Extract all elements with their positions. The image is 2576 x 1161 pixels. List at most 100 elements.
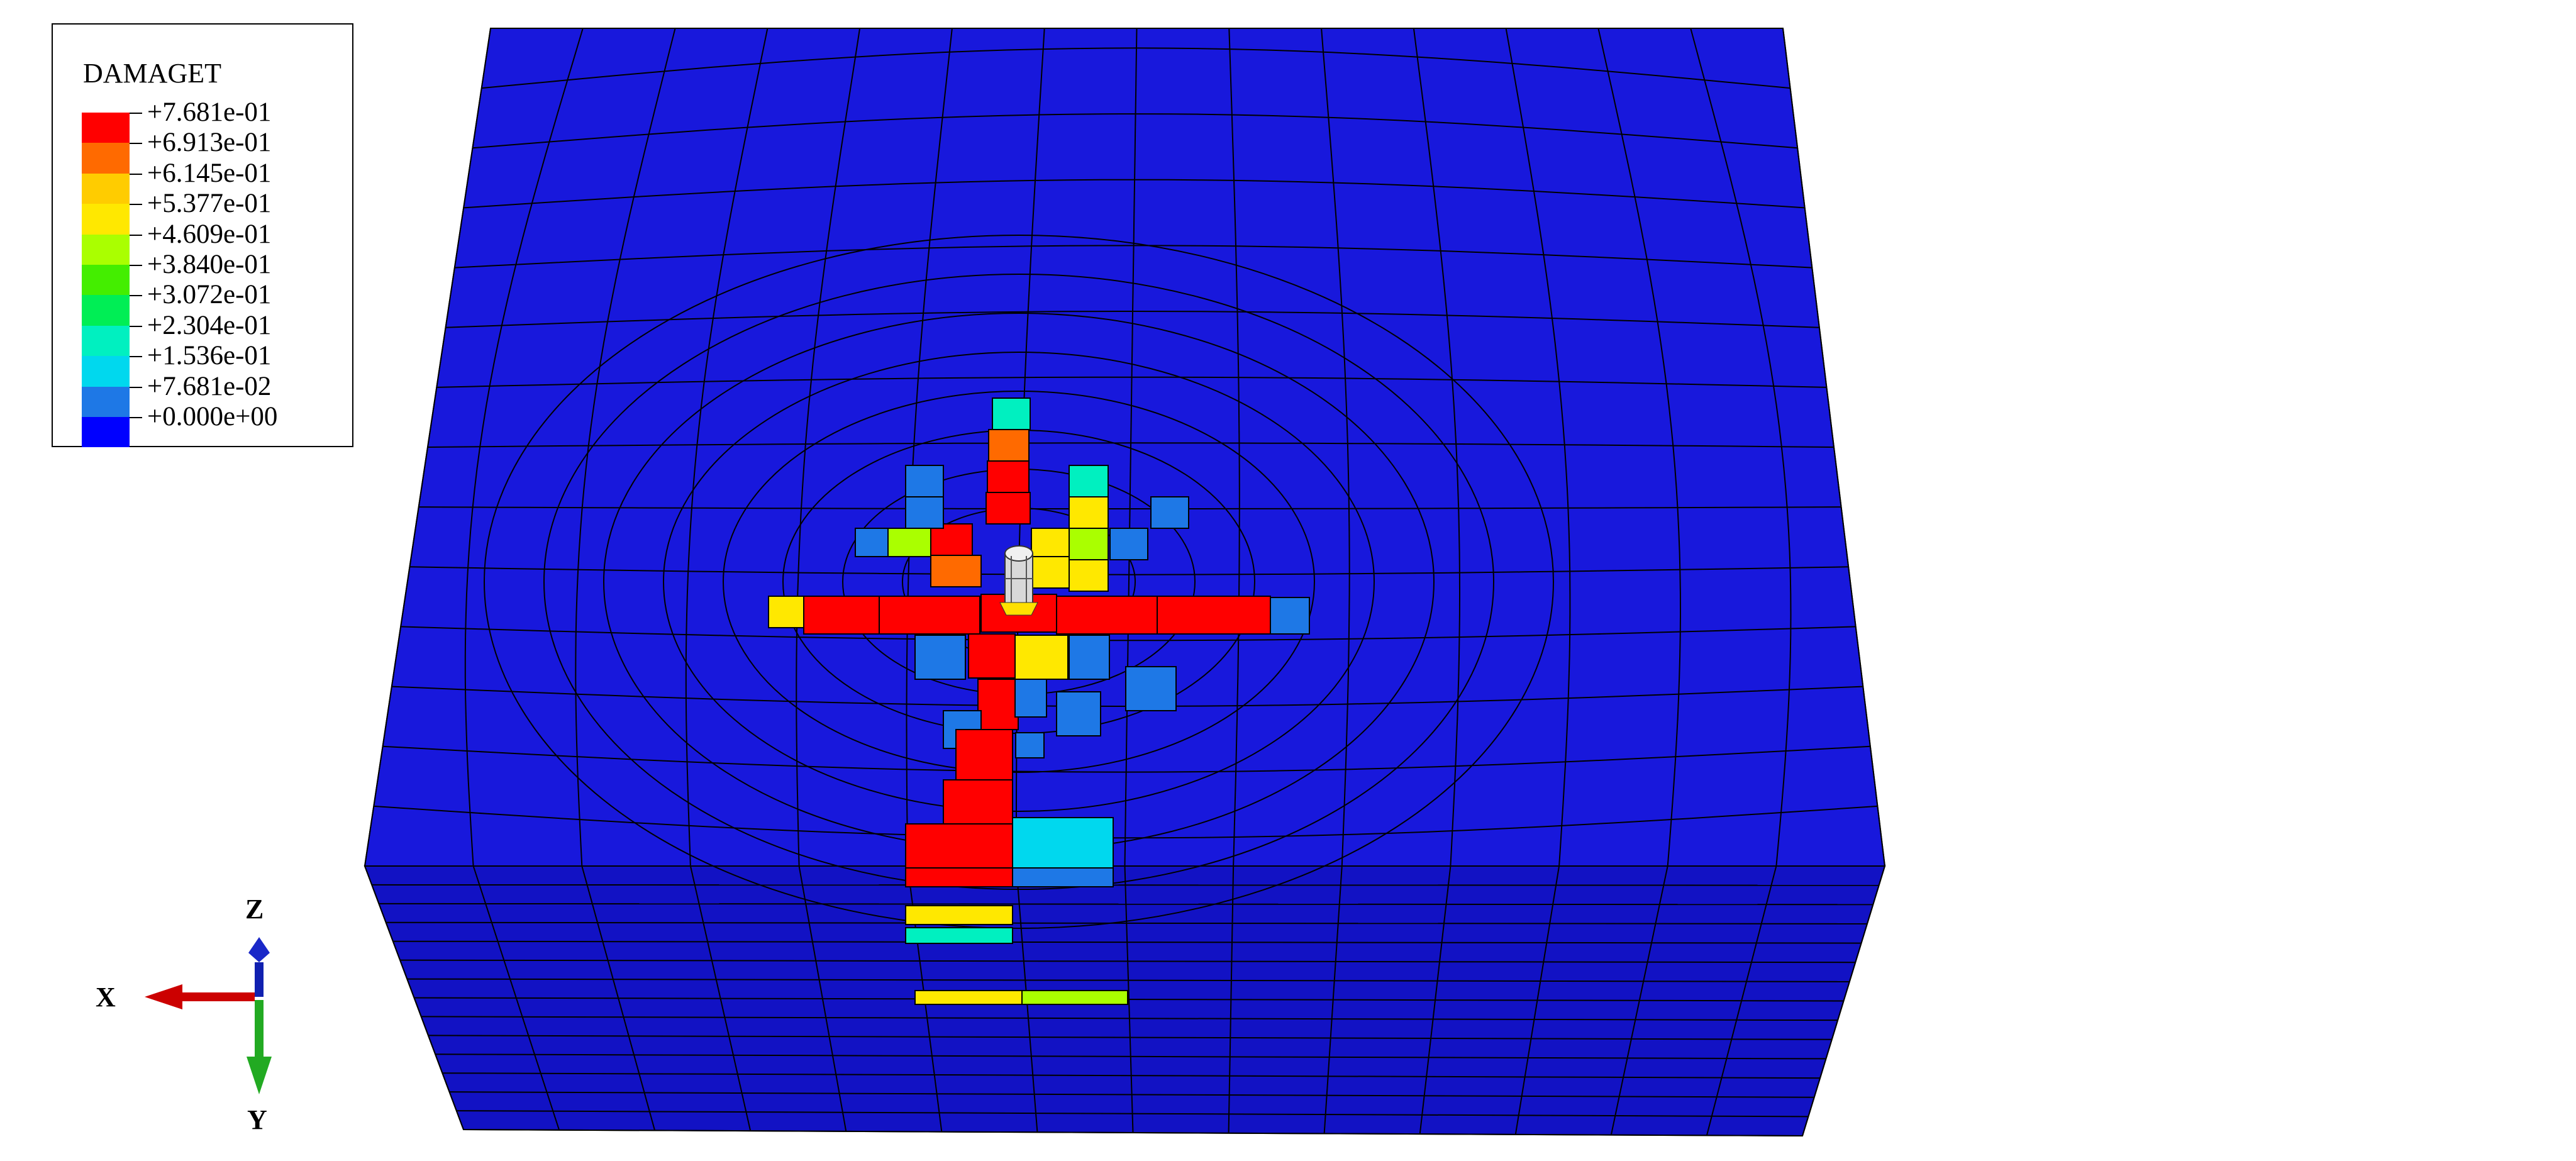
legend-tick bbox=[130, 417, 142, 418]
side-column-line bbox=[472, 865, 560, 1131]
side-column-line bbox=[1419, 865, 1452, 1135]
side-column-line bbox=[1124, 865, 1134, 1133]
damage-element bbox=[887, 528, 931, 557]
legend-label: +2.304e-01 bbox=[147, 310, 272, 340]
mesh-line bbox=[1228, 28, 1240, 867]
contour-legend: DAMAGET +7.681e-01 +6.913e-01 +6.145e-01 +5… bbox=[52, 23, 353, 448]
indenter-probe[interactable] bbox=[999, 545, 1038, 616]
legend-tick bbox=[130, 325, 142, 327]
block-top-face bbox=[364, 28, 1886, 867]
damage-element bbox=[968, 633, 1016, 679]
damage-element bbox=[985, 492, 1031, 525]
legend-label: +5.377e-01 bbox=[147, 189, 272, 219]
damage-element bbox=[1012, 867, 1114, 887]
side-column-line bbox=[689, 865, 752, 1131]
legend-tick bbox=[130, 173, 142, 175]
legend-swatch bbox=[82, 356, 130, 387]
legend-swatch bbox=[82, 143, 130, 174]
legend-swatch bbox=[82, 173, 130, 204]
side-column-line bbox=[364, 865, 464, 1130]
mesh-line bbox=[1124, 28, 1138, 867]
damage-element bbox=[992, 397, 1031, 430]
z-axis-label: Z bbox=[245, 894, 264, 925]
damage-element bbox=[1157, 596, 1271, 635]
mesh-line bbox=[445, 310, 1819, 328]
mesh-line bbox=[409, 566, 1849, 575]
damage-element bbox=[905, 496, 944, 529]
damage-element bbox=[1015, 732, 1045, 758]
mesh-line bbox=[1505, 28, 1571, 867]
legend-title: DAMAGET bbox=[83, 58, 221, 89]
damage-element bbox=[988, 429, 1030, 462]
mesh-line bbox=[575, 28, 676, 867]
mesh-ring bbox=[543, 274, 1494, 890]
mesh-ring bbox=[663, 352, 1375, 812]
damage-element bbox=[768, 596, 804, 628]
side-column-line bbox=[581, 865, 656, 1131]
legend-tick bbox=[130, 265, 142, 266]
mesh-line bbox=[1321, 28, 1350, 867]
mesh-line bbox=[382, 745, 1870, 773]
damage-element bbox=[1109, 528, 1148, 560]
damage-element bbox=[1069, 559, 1109, 592]
damage-element bbox=[955, 729, 1013, 787]
mesh-line bbox=[472, 113, 1798, 149]
damage-element bbox=[1056, 596, 1158, 635]
damage-element bbox=[905, 465, 944, 497]
damage-element bbox=[1069, 496, 1109, 529]
legend-label: +1.536e-01 bbox=[147, 341, 272, 371]
damage-element bbox=[1014, 635, 1069, 680]
side-column-line bbox=[798, 865, 847, 1132]
damage-element bbox=[943, 779, 1013, 825]
legend-tick bbox=[130, 234, 142, 236]
coordinate-triad bbox=[145, 937, 272, 1094]
top-mesh-lines bbox=[364, 28, 1885, 929]
damage-element bbox=[930, 555, 982, 587]
legend-label: +3.840e-01 bbox=[147, 250, 272, 279]
side-column-line bbox=[1323, 865, 1343, 1134]
damage-element bbox=[1012, 817, 1114, 869]
mesh-line bbox=[906, 28, 953, 867]
mesh-line bbox=[1413, 28, 1461, 867]
legend-label: +4.609e-01 bbox=[147, 219, 272, 249]
legend-swatch bbox=[82, 386, 130, 417]
side-mesh-lines bbox=[364, 865, 1885, 1136]
side-column-line bbox=[1706, 865, 1777, 1136]
damage-element bbox=[1069, 465, 1109, 497]
damage-element bbox=[905, 927, 1013, 944]
legend-swatch bbox=[82, 204, 130, 235]
mesh-line bbox=[1597, 28, 1682, 867]
y-axis-label: Y bbox=[247, 1104, 267, 1135]
damage-zone bbox=[768, 397, 1310, 1005]
legend-tick bbox=[130, 113, 142, 114]
damage-element bbox=[1270, 597, 1310, 635]
damage-element bbox=[855, 528, 889, 557]
damage-element bbox=[905, 823, 1013, 869]
x-axis-label: X bbox=[96, 982, 116, 1013]
legend-swatch bbox=[82, 295, 130, 326]
damage-element bbox=[1069, 528, 1109, 560]
damage-element bbox=[1014, 679, 1047, 718]
mesh-line bbox=[401, 626, 1856, 642]
mesh-line bbox=[685, 28, 769, 867]
damage-element bbox=[1031, 528, 1070, 557]
mesh-line bbox=[418, 506, 1841, 509]
legend-swatch bbox=[82, 234, 130, 265]
mesh-ring bbox=[484, 235, 1554, 929]
legend-label: +7.681e-02 bbox=[147, 371, 272, 401]
mesh-line bbox=[464, 179, 1805, 209]
damage-element bbox=[1069, 635, 1110, 680]
mesh-line bbox=[481, 47, 1790, 89]
damage-element bbox=[803, 596, 880, 635]
legend-label: +0.000e+00 bbox=[147, 402, 278, 431]
side-column-line bbox=[1514, 865, 1560, 1135]
side-column-line bbox=[1610, 865, 1668, 1135]
mesh-line bbox=[796, 28, 861, 867]
legend-tick bbox=[130, 386, 142, 388]
damage-element bbox=[905, 867, 1013, 887]
legend-swatch bbox=[82, 325, 130, 357]
damage-element bbox=[914, 990, 1023, 1005]
legend-label: +6.913e-01 bbox=[147, 128, 272, 158]
damage-element bbox=[1056, 691, 1101, 736]
